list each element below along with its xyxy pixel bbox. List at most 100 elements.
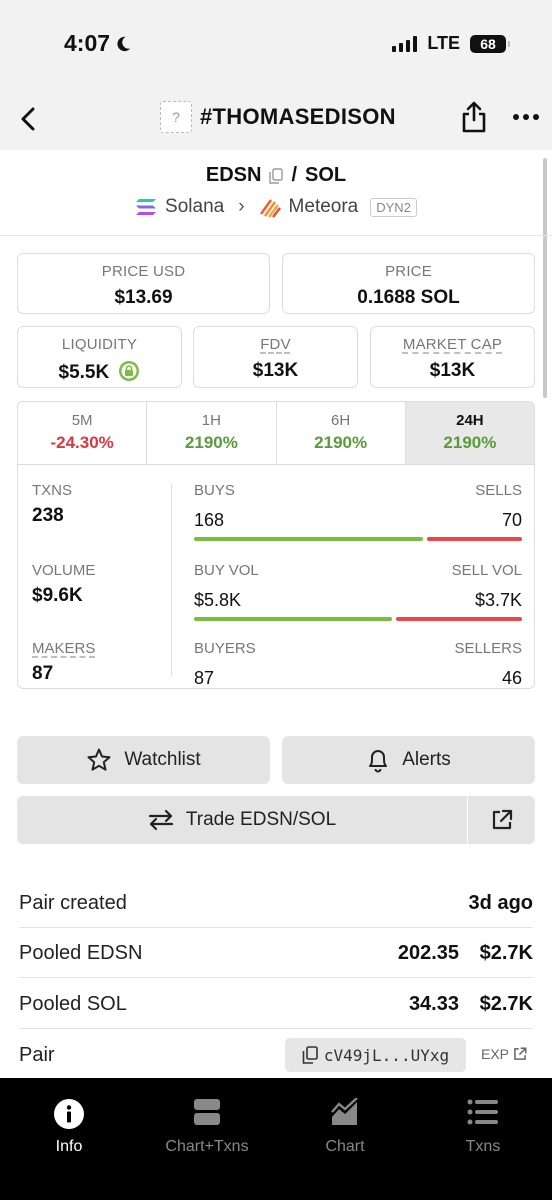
dex-name[interactable]: Meteora	[288, 196, 359, 217]
tab-6h-change: 2190%	[314, 433, 368, 452]
tab-1h-change: 2190%	[184, 433, 238, 452]
price-usd-value: $13.69	[114, 287, 173, 308]
buys-bar	[194, 537, 423, 541]
buyers-sellers-row: BUYERS SELLERS 87 46	[194, 640, 522, 688]
price-native-label: PRICE	[385, 263, 432, 280]
price-native-card: PRICE 0.1688 SOL	[282, 253, 535, 314]
quote-symbol: SOL	[305, 164, 347, 186]
alerts-label: Alerts	[402, 749, 451, 770]
bell-icon	[369, 750, 388, 773]
star-icon	[87, 748, 111, 771]
pooled-base-row: Pooled EDSN 202.35 $2.7K	[19, 928, 533, 978]
open-external-button[interactable]	[467, 796, 535, 844]
liquidity-label: LIQUIDITY	[61, 336, 138, 353]
sellers-value: 46	[501, 668, 522, 688]
swap-arrows-icon	[148, 809, 173, 831]
tab-chart-txns-label: Chart+Txns	[165, 1138, 249, 1155]
volume-value: $9.6K	[32, 585, 83, 606]
tab-txns[interactable]: Txns	[418, 1098, 548, 1156]
more-options-icon[interactable]	[512, 112, 540, 122]
share-icon[interactable]	[460, 100, 488, 134]
status-time: 4:07	[64, 30, 132, 57]
tab-1h[interactable]: 1H 2190%	[147, 402, 277, 464]
trade-button[interactable]: Trade EDSN/SOL	[17, 796, 535, 844]
dex-tag-badge: DYN2	[370, 197, 417, 217]
tab-6h[interactable]: 6H 2190%	[277, 402, 406, 464]
battery-level: 68	[480, 35, 496, 52]
timeframe-tabs: 5M -24.30% 1H 2190% 6H 2190% 24H 2190%	[18, 402, 534, 465]
volume-stat: VOLUME $9.6K	[32, 562, 172, 607]
pooled-base-amount: 202.35	[397, 942, 459, 964]
market-cap-label[interactable]: MARKET CAP	[402, 336, 503, 353]
sell-vol-label: SELL VOL	[451, 562, 522, 579]
fdv-card: FDV $13K	[193, 326, 358, 388]
pair-created-row: Pair created 3d ago	[19, 878, 533, 928]
pooled-base-usd: $2.7K	[479, 942, 533, 964]
sells-label: SELLS	[475, 482, 522, 499]
pair-address-copy[interactable]: cV49jL...UYxg	[285, 1038, 466, 1072]
chain-name[interactable]: Solana	[165, 196, 225, 217]
alerts-button[interactable]: Alerts	[282, 736, 535, 784]
sells-bar	[426, 537, 522, 541]
buyers-value: 87	[194, 668, 215, 688]
token-placeholder-icon: ?	[160, 101, 192, 133]
tab-24h[interactable]: 24H 2190%	[405, 402, 534, 464]
buys-sells-row: BUYS SELLS 168 70	[194, 482, 522, 542]
network-label: LTE	[427, 33, 460, 53]
sell-vol-value: $3.7K	[474, 590, 522, 610]
copy-icon	[302, 1046, 318, 1064]
pooled-quote-amount: 34.33	[408, 993, 459, 1015]
trade-label: Trade EDSN/SOL	[185, 809, 337, 830]
external-link-icon	[514, 1047, 527, 1060]
pair-header: EDSN / SOL Solana › Meteora DYN2	[0, 150, 552, 236]
list-icon	[467, 1099, 498, 1125]
tab-6h-label: 6H	[331, 412, 351, 429]
base-symbol: EDSN	[205, 164, 262, 186]
solana-logo-icon	[136, 199, 157, 215]
tab-5m[interactable]: 5M -24.30%	[18, 402, 148, 464]
lock-icon[interactable]	[118, 360, 140, 382]
price-usd-card: PRICE USD $13.69	[17, 253, 270, 314]
explorer-link[interactable]: EXP	[481, 1046, 527, 1062]
tab-5m-change: -24.30%	[50, 433, 114, 452]
tab-chart[interactable]: Chart	[280, 1098, 410, 1156]
pair-address-value: cV49jL...UYxg	[323, 1045, 450, 1065]
fdv-label[interactable]: FDV	[260, 336, 291, 353]
status-bar: 4:07 LTE 68	[0, 0, 552, 92]
fdv-value: $13K	[252, 360, 299, 381]
price-native-value: 0.1688 SOL	[357, 287, 460, 308]
stats-panel: 5M -24.30% 1H 2190% 6H 2190% 24H 2190% T…	[17, 401, 535, 689]
bottom-tab-bar: Info Chart+Txns Chart Txns	[0, 1078, 552, 1200]
market-cap-card: MARKET CAP $13K	[370, 326, 535, 388]
txns-label: TXNS	[32, 482, 73, 499]
pair-created-value: 3d ago	[468, 892, 533, 914]
watchlist-label: Watchlist	[124, 749, 201, 770]
buys-label: BUYS	[194, 482, 235, 499]
signal-icon	[392, 35, 418, 52]
scrollbar[interactable]	[543, 158, 547, 398]
makers-label[interactable]: MAKERS	[32, 640, 96, 657]
back-arrow-icon[interactable]	[14, 104, 44, 134]
buy-vol-value: $5.8K	[194, 590, 242, 610]
tab-txns-label: Txns	[465, 1138, 501, 1155]
split-icon	[194, 1099, 220, 1125]
pair-address-row: Pair	[19, 1030, 533, 1080]
chart-icon	[331, 1098, 358, 1125]
makers-stat: MAKERS 87	[32, 640, 172, 685]
buyers-label: BUYERS	[194, 640, 256, 657]
market-cap-value: $13K	[429, 360, 476, 381]
makers-value: 87	[32, 663, 54, 684]
tab-chart-txns[interactable]: Chart+Txns	[142, 1098, 272, 1156]
pooled-quote-label: Pooled SOL	[19, 993, 127, 1015]
volume-label: VOLUME	[32, 562, 96, 579]
info-icon	[54, 1099, 84, 1129]
tab-info[interactable]: Info	[4, 1098, 134, 1156]
tab-1h-label: 1H	[201, 412, 221, 429]
explorer-label: EXP	[481, 1046, 510, 1062]
txns-value: 238	[32, 505, 64, 526]
watchlist-button[interactable]: Watchlist	[17, 736, 270, 784]
tab-5m-label: 5M	[71, 412, 93, 429]
copy-icon[interactable]	[269, 167, 284, 184]
buy-vol-bar	[194, 617, 392, 621]
pair-address-label: Pair	[19, 1044, 55, 1066]
